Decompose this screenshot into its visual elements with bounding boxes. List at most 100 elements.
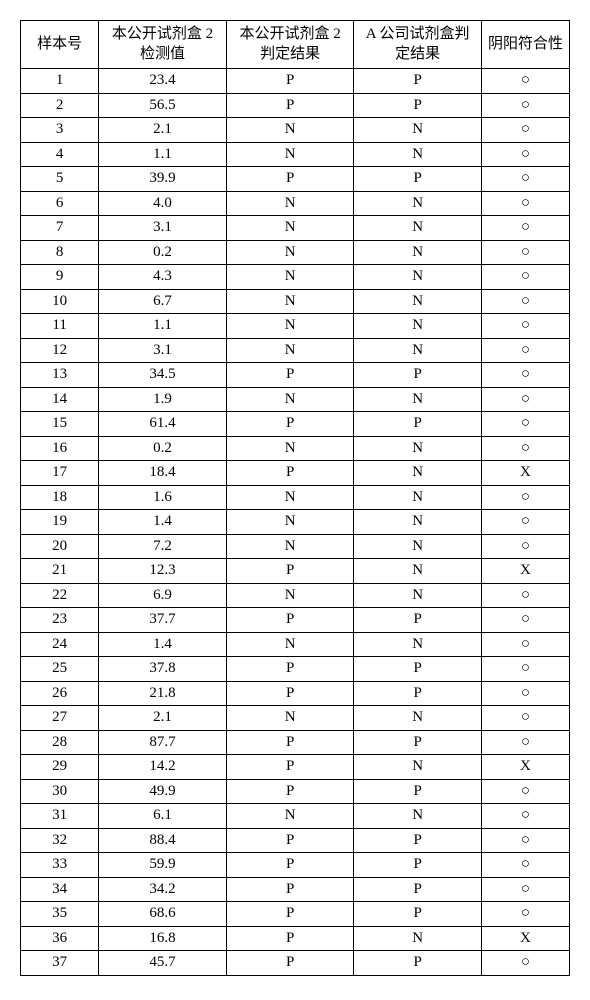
cell-concordance: ○ bbox=[481, 534, 569, 559]
cell-concordance: ○ bbox=[481, 828, 569, 853]
cell-sample: 29 bbox=[21, 755, 99, 780]
table-row: 207.2NN○ bbox=[21, 534, 570, 559]
cell-result-disclosed: P bbox=[226, 755, 354, 780]
table-body: 123.4PP○256.5PP○32.1NN○41.1NN○539.9PP○64… bbox=[21, 69, 570, 976]
cell-result-company-a: N bbox=[354, 804, 482, 829]
cell-result-disclosed: P bbox=[226, 167, 354, 192]
cell-sample: 4 bbox=[21, 142, 99, 167]
cell-concordance: ○ bbox=[481, 510, 569, 535]
cell-sample: 2 bbox=[21, 93, 99, 118]
cell-result-company-a: P bbox=[354, 412, 482, 437]
table-row: 181.6NN○ bbox=[21, 485, 570, 510]
table-row: 3434.2PP○ bbox=[21, 877, 570, 902]
cell-result-company-a: N bbox=[354, 510, 482, 535]
cell-result-disclosed: N bbox=[226, 289, 354, 314]
table-row: 3049.9PP○ bbox=[21, 779, 570, 804]
cell-concordance: ○ bbox=[481, 93, 569, 118]
table-row: 3616.8PNX bbox=[21, 926, 570, 951]
cell-concordance: ○ bbox=[481, 608, 569, 633]
table-row: 64.0NN○ bbox=[21, 191, 570, 216]
cell-result-company-a: N bbox=[354, 485, 482, 510]
cell-value: 37.7 bbox=[99, 608, 227, 633]
cell-result-company-a: N bbox=[354, 289, 482, 314]
cell-concordance: ○ bbox=[481, 804, 569, 829]
cell-concordance: X bbox=[481, 461, 569, 486]
cell-value: 68.6 bbox=[99, 902, 227, 927]
cell-result-company-a: P bbox=[354, 657, 482, 682]
col-header-concordance: 阴阳符合性 bbox=[481, 21, 569, 69]
cell-concordance: ○ bbox=[481, 265, 569, 290]
results-table: 样本号 本公开试剂盒 2 检测值 本公开试剂盒 2 判定结果 A 公司试剂盒判定… bbox=[20, 20, 570, 976]
cell-sample: 11 bbox=[21, 314, 99, 339]
cell-result-disclosed: N bbox=[226, 706, 354, 731]
cell-result-company-a: P bbox=[354, 93, 482, 118]
cell-result-disclosed: P bbox=[226, 828, 354, 853]
cell-result-disclosed: P bbox=[226, 730, 354, 755]
cell-concordance: ○ bbox=[481, 730, 569, 755]
cell-sample: 20 bbox=[21, 534, 99, 559]
cell-value: 2.1 bbox=[99, 706, 227, 731]
cell-sample: 12 bbox=[21, 338, 99, 363]
cell-result-company-a: N bbox=[354, 387, 482, 412]
cell-sample: 1 bbox=[21, 69, 99, 94]
table-row: 2887.7PP○ bbox=[21, 730, 570, 755]
cell-result-disclosed: P bbox=[226, 93, 354, 118]
cell-concordance: ○ bbox=[481, 412, 569, 437]
cell-value: 34.5 bbox=[99, 363, 227, 388]
cell-sample: 21 bbox=[21, 559, 99, 584]
cell-result-company-a: N bbox=[354, 755, 482, 780]
col-header-value: 本公开试剂盒 2 检测值 bbox=[99, 21, 227, 69]
cell-result-company-a: N bbox=[354, 706, 482, 731]
cell-concordance: ○ bbox=[481, 951, 569, 976]
cell-result-company-a: N bbox=[354, 436, 482, 461]
table-header: 样本号 本公开试剂盒 2 检测值 本公开试剂盒 2 判定结果 A 公司试剂盒判定… bbox=[21, 21, 570, 69]
cell-result-disclosed: N bbox=[226, 265, 354, 290]
cell-result-disclosed: P bbox=[226, 608, 354, 633]
cell-concordance: ○ bbox=[481, 779, 569, 804]
cell-result-disclosed: N bbox=[226, 632, 354, 657]
table-row: 539.9PP○ bbox=[21, 167, 570, 192]
cell-result-disclosed: N bbox=[226, 314, 354, 339]
cell-result-disclosed: P bbox=[226, 363, 354, 388]
table-row: 141.9NN○ bbox=[21, 387, 570, 412]
cell-result-company-a: N bbox=[354, 583, 482, 608]
cell-value: 16.8 bbox=[99, 926, 227, 951]
cell-result-company-a: N bbox=[354, 191, 482, 216]
col-header-result-disclosed: 本公开试剂盒 2 判定结果 bbox=[226, 21, 354, 69]
cell-value: 23.4 bbox=[99, 69, 227, 94]
cell-concordance: ○ bbox=[481, 240, 569, 265]
cell-result-company-a: N bbox=[354, 118, 482, 143]
cell-sample: 22 bbox=[21, 583, 99, 608]
cell-value: 45.7 bbox=[99, 951, 227, 976]
cell-value: 88.4 bbox=[99, 828, 227, 853]
cell-concordance: ○ bbox=[481, 436, 569, 461]
cell-result-disclosed: P bbox=[226, 559, 354, 584]
table-row: 191.4NN○ bbox=[21, 510, 570, 535]
table-row: 226.9NN○ bbox=[21, 583, 570, 608]
table-row: 2621.8PP○ bbox=[21, 681, 570, 706]
cell-result-company-a: P bbox=[354, 828, 482, 853]
cell-result-disclosed: N bbox=[226, 142, 354, 167]
cell-value: 49.9 bbox=[99, 779, 227, 804]
cell-value: 59.9 bbox=[99, 853, 227, 878]
table-row: 73.1NN○ bbox=[21, 216, 570, 241]
cell-sample: 35 bbox=[21, 902, 99, 927]
table-row: 3359.9PP○ bbox=[21, 853, 570, 878]
cell-result-company-a: N bbox=[354, 240, 482, 265]
cell-result-disclosed: P bbox=[226, 681, 354, 706]
cell-result-company-a: N bbox=[354, 216, 482, 241]
col-header-result-company-a: A 公司试剂盒判定结果 bbox=[354, 21, 482, 69]
table-row: 32.1NN○ bbox=[21, 118, 570, 143]
cell-sample: 26 bbox=[21, 681, 99, 706]
cell-result-disclosed: P bbox=[226, 951, 354, 976]
cell-concordance: ○ bbox=[481, 902, 569, 927]
cell-result-company-a: N bbox=[354, 534, 482, 559]
cell-result-disclosed: P bbox=[226, 902, 354, 927]
table-row: 2337.7PP○ bbox=[21, 608, 570, 633]
cell-sample: 13 bbox=[21, 363, 99, 388]
cell-result-disclosed: N bbox=[226, 534, 354, 559]
cell-sample: 23 bbox=[21, 608, 99, 633]
cell-value: 18.4 bbox=[99, 461, 227, 486]
cell-value: 56.5 bbox=[99, 93, 227, 118]
cell-concordance: ○ bbox=[481, 485, 569, 510]
